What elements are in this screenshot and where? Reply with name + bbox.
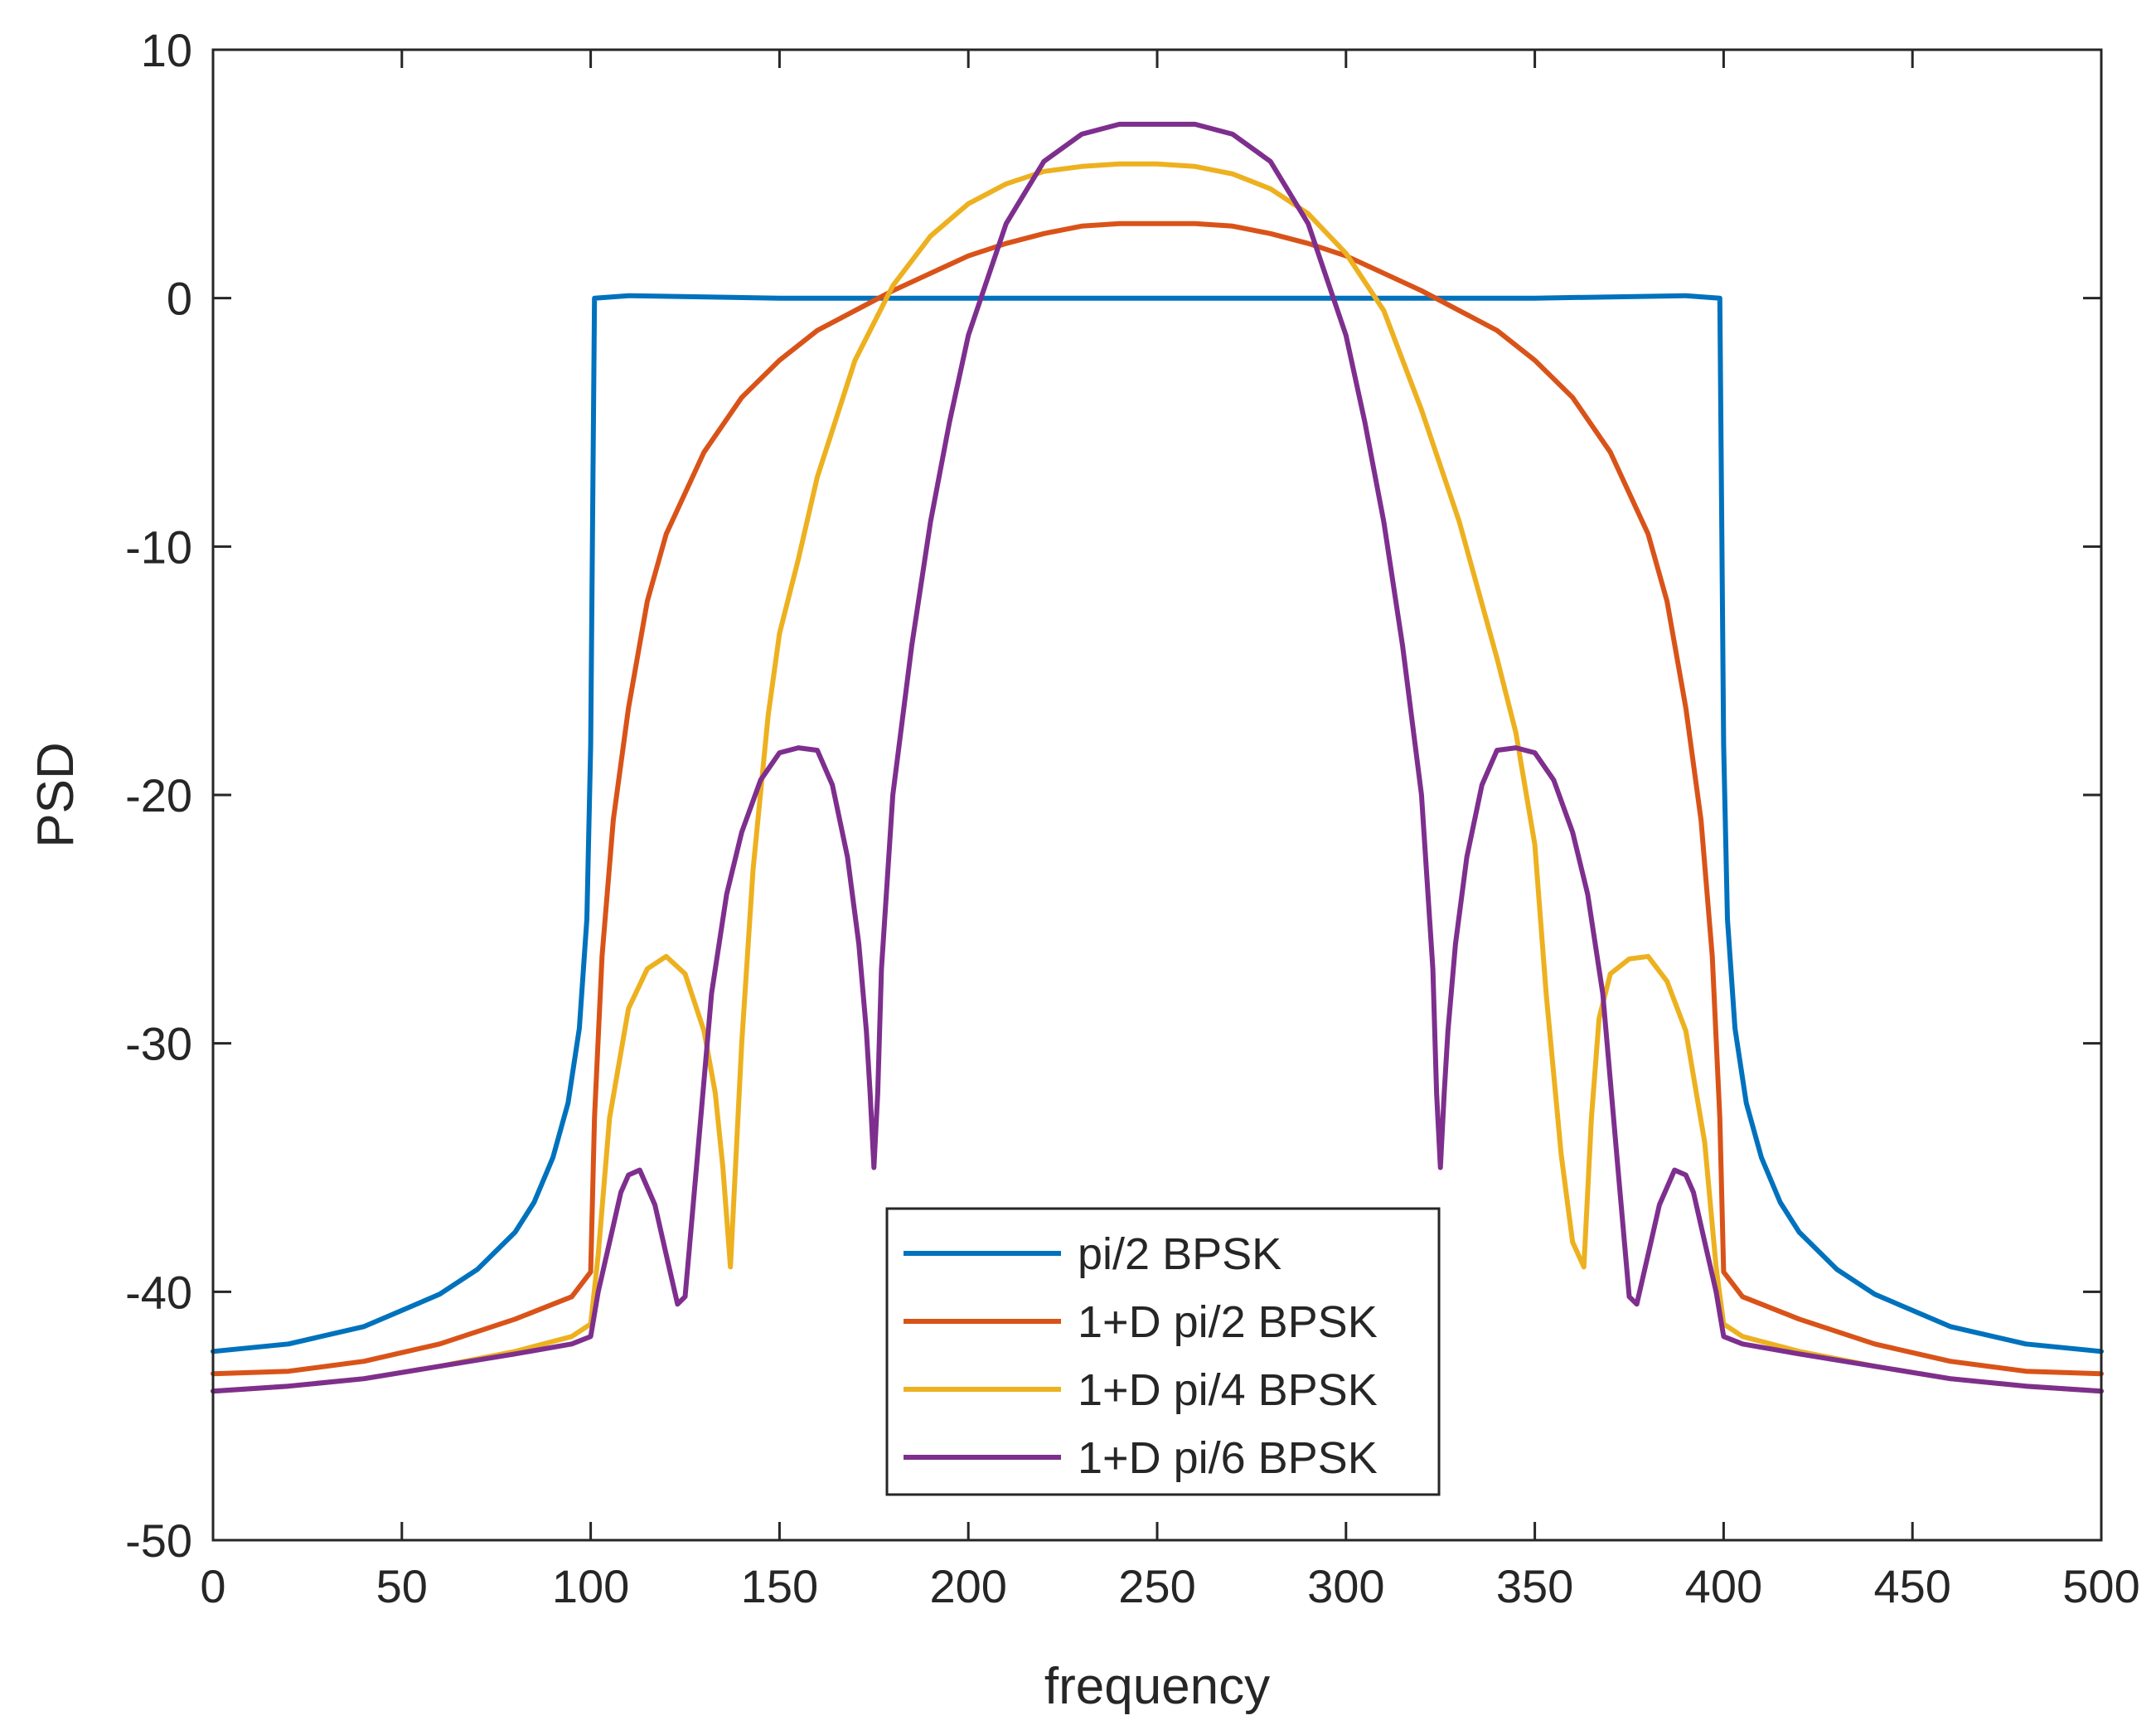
- series-layer: [211, 121, 2104, 1394]
- y-tick-label: -30: [125, 1018, 192, 1070]
- legend-label: 1+D pi/4 BPSK: [1078, 1365, 1378, 1415]
- y-tick-label: -40: [125, 1266, 192, 1318]
- x-axis-label: frequency: [1044, 1658, 1270, 1715]
- x-tick-label: 150: [741, 1560, 818, 1612]
- y-axis-label: PSD: [27, 742, 85, 847]
- y-tick-label: 0: [167, 273, 192, 325]
- x-tick-label: 0: [200, 1560, 225, 1612]
- x-tick-label: 500: [2062, 1560, 2139, 1612]
- x-tick-label: 350: [1496, 1560, 1573, 1612]
- y-tick-label: -10: [125, 521, 192, 573]
- x-tick-label: 50: [376, 1560, 428, 1612]
- x-tick-label: 450: [1873, 1560, 1950, 1612]
- series-line-3: [211, 161, 2104, 1394]
- x-tick-label: 250: [1118, 1560, 1195, 1612]
- legend-box: [885, 1207, 1441, 1496]
- legend: pi/2 BPSK 1+D pi/2 BPSK 1+D pi/4 BPSK 1+D p…: [885, 1207, 1441, 1496]
- y-tick-label: -20: [125, 769, 192, 821]
- series-line-1: [211, 293, 2104, 1354]
- legend-label: 1+D pi/2 BPSK: [1078, 1297, 1378, 1347]
- ticks-layer: 0 50 100 150 200 250 300 350 400 450 500-50-40-30-…: [125, 24, 2140, 1612]
- series-line-2: [211, 220, 2104, 1377]
- legend-label: 1+D pi/6 BPSK: [1078, 1433, 1378, 1483]
- x-tick-label: 400: [1685, 1560, 1762, 1612]
- legend-label: pi/2 BPSK: [1078, 1229, 1281, 1279]
- x-tick-label: 100: [552, 1560, 629, 1612]
- x-tick-label: 200: [929, 1560, 1006, 1612]
- series-line-4: [211, 121, 2104, 1394]
- y-tick-label: 10: [141, 24, 192, 76]
- x-tick-label: 300: [1307, 1560, 1384, 1612]
- y-tick-label: -50: [125, 1514, 192, 1567]
